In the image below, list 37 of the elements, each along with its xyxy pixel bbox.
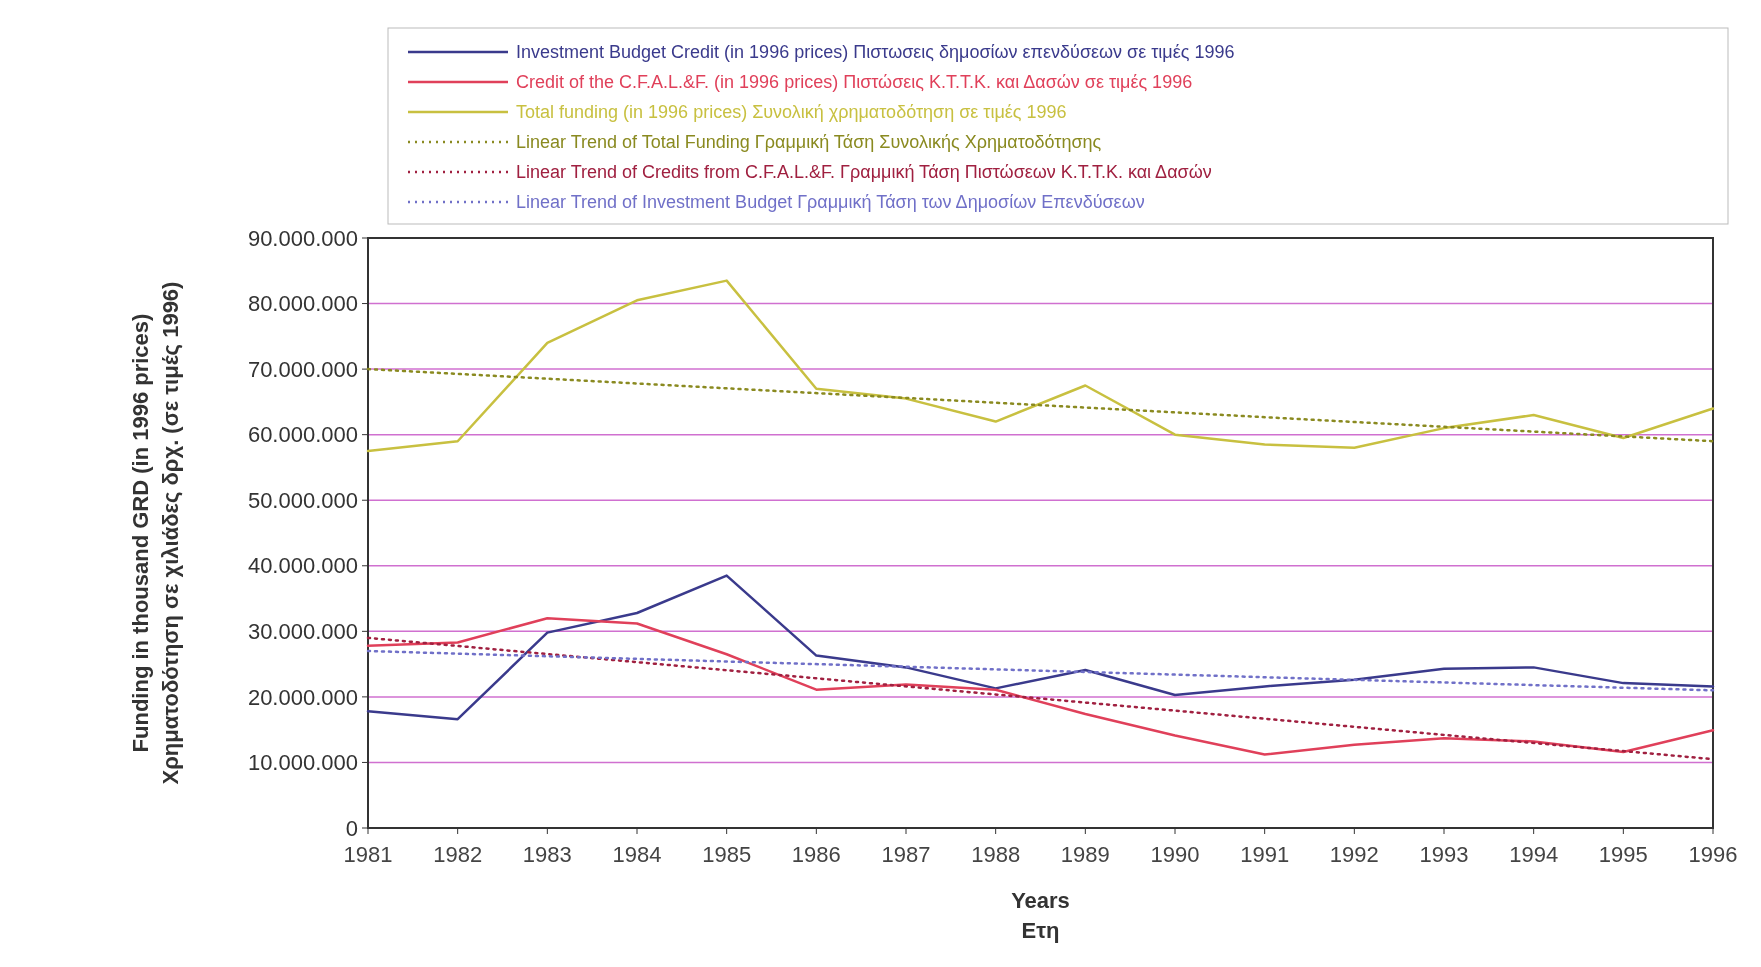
y-tick-label: 0 <box>345 815 358 841</box>
x-axis-title: Years Ετη <box>1011 888 1070 943</box>
x-tick-label: 1991 <box>1240 842 1290 867</box>
text: Total funding (in 1996 prices) Συνολική χρηματοδότηση σε τιμές 1996 <box>516 102 1067 123</box>
x-tick-label: 1994 <box>1509 842 1559 867</box>
text: Linear Trend of Credits from C.F.A.L.&F. Γραμμική Τάση Πιστώσεων Κ.Τ.Τ.Κ. και Δασών <box>516 162 1212 183</box>
text: Linear Trend of Total Funding Γραμμική Τάση Συνολικής Χρηματοδότησης <box>516 132 1102 153</box>
y-tick-label: 60.000.000 <box>247 422 358 448</box>
y-tick-label: 40.000.000 <box>247 553 358 579</box>
x-tick-label: 1986 <box>791 842 841 867</box>
x-tick-label: 1982 <box>433 842 483 867</box>
text: Investment Budget Credit (in 1996 prices) Πιστωσεις δημοσίων επενδύσεων σε τιμές 1996 <box>516 42 1235 63</box>
x-tick-label: 1987 <box>881 842 931 867</box>
y-tick-label: 50.000.000 <box>247 487 358 513</box>
line-series <box>366 574 1715 721</box>
x-tick-label: 1981 <box>343 842 393 867</box>
y-tick-label: 80.000.000 <box>247 291 358 317</box>
x-tick-label: 1992 <box>1329 842 1379 867</box>
y-tick-label: 20.000.000 <box>247 684 358 710</box>
line-series <box>366 279 1715 453</box>
x-tick-label: 1989 <box>1060 842 1110 867</box>
x-tick-label: 1996 <box>1688 842 1738 867</box>
line-series <box>366 616 1715 756</box>
x-tick-label: 1990 <box>1150 842 1200 867</box>
x-tick-label: 1993 <box>1419 842 1469 867</box>
x-tick-label: 1988 <box>971 842 1021 867</box>
y-tick-label: 90.000.000 <box>247 225 358 251</box>
text: Linear Trend of Investment Budget Γραμμική Τάση των Δημοσίων Επενδύσεων <box>516 192 1145 213</box>
x-tick-label: 1983 <box>522 842 572 867</box>
y-tick-label: 30.000.000 <box>247 619 358 645</box>
y-tick-label: 10.000.000 <box>247 750 358 776</box>
x-tick-label: 1984 <box>612 842 662 867</box>
y-axis-title: Funding in thousand GRD (in 1996 prices) Χρηματοδότηση σε χιλιάδες δρχ. (σε τιμές 1996) <box>128 281 183 785</box>
x-tick-label: 1985 <box>702 842 752 867</box>
x-tick-label: 1995 <box>1598 842 1648 867</box>
text: Credit of the C.F.A.L.&F. (in 1996 prices) Πιστώσεις Κ.Τ.Τ.Κ. και Δασών σε τιμές 1996 <box>516 72 1193 93</box>
y-tick-label: 70.000.000 <box>247 356 358 382</box>
